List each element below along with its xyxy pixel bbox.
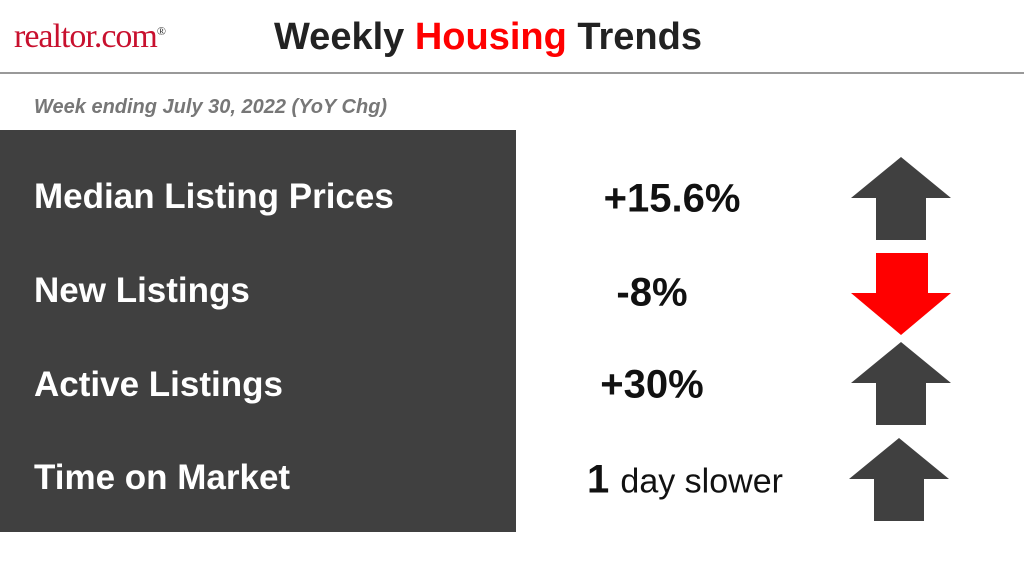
subtitle: Week ending July 30, 2022 (YoY Chg): [34, 96, 388, 118]
divider: [0, 72, 1024, 74]
down-arrow: [851, 253, 951, 335]
row-label: Time on Market: [34, 458, 291, 497]
title-word: Trends: [577, 16, 702, 58]
row-value: +30%: [600, 362, 704, 407]
row-label: Median Listing Prices: [34, 177, 394, 216]
row-value: 1 day slower: [535, 458, 835, 503]
row-value: -8%: [616, 270, 688, 315]
title-word: Weekly: [274, 16, 405, 58]
row-label: New Listings: [34, 271, 250, 310]
row-value: +15.6%: [603, 176, 741, 221]
value-number: 1: [587, 457, 610, 502]
title-word: Housing: [414, 16, 567, 58]
up-arrow: [851, 157, 951, 240]
label-panel: [0, 130, 516, 532]
row-label: Active Listings: [34, 365, 283, 404]
logo-text: realtor.com: [14, 18, 158, 55]
value-unit: day slower: [620, 462, 783, 501]
up-arrow: [849, 438, 949, 521]
title: Weekly Housing Trends: [274, 16, 702, 59]
logo-mark: ®: [156, 24, 166, 38]
logo: realtor.com®: [14, 18, 166, 56]
up-arrow: [851, 342, 951, 425]
